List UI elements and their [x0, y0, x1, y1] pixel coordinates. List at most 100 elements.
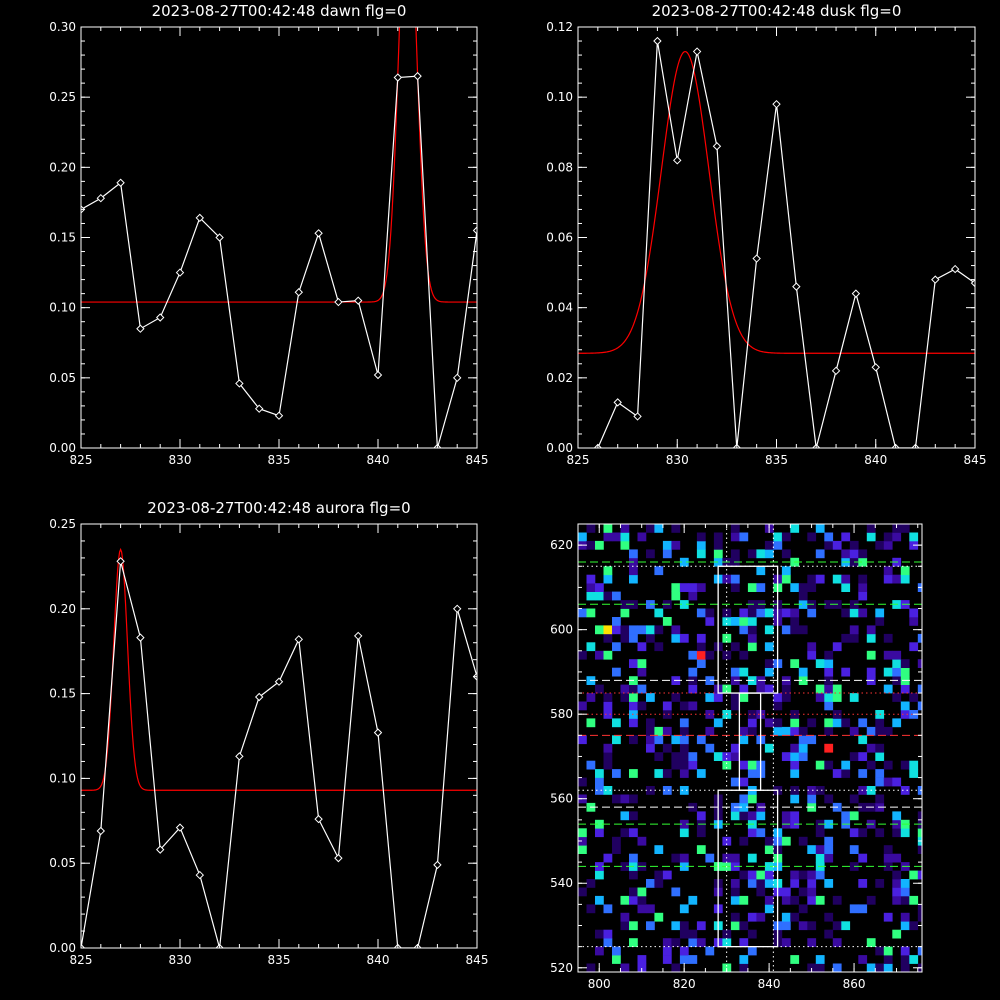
heatmap-cell	[629, 549, 638, 559]
y-tick-label: 0.05	[49, 371, 76, 385]
heatmap-cell	[807, 921, 817, 931]
heatmap-cell	[790, 583, 800, 592]
heatmap-cell	[900, 786, 910, 795]
heatmap-cell	[858, 718, 868, 728]
heatmap-cell	[790, 760, 800, 770]
heatmap-cell	[883, 963, 893, 972]
x-tick-label: 860	[843, 977, 866, 991]
y-tick-label: 0.00	[49, 441, 76, 455]
heatmap-cell	[909, 693, 919, 702]
emission-heatmap: 800 820 840 860 520 540 560 580 600 620	[550, 523, 923, 991]
data-point	[195, 870, 205, 880]
heatmap-cell	[654, 879, 664, 888]
heatmap-cell	[671, 583, 681, 592]
heatmap-cell	[620, 524, 630, 533]
heatmap-cell	[875, 879, 885, 888]
heatmap-cell	[637, 887, 647, 897]
heatmap-cell	[883, 845, 893, 854]
y-tick-label: 0.12	[546, 20, 573, 34]
heatmap-cell	[824, 794, 834, 804]
heatmap-cell	[578, 608, 587, 618]
heatmap-cell	[612, 532, 621, 542]
y-tick-label: 560	[550, 792, 573, 806]
heatmap-cell	[815, 760, 825, 770]
heatmap-cell	[798, 726, 808, 736]
heatmap-cell	[824, 650, 834, 660]
heatmap-cell	[603, 938, 613, 947]
heatmap-cell	[781, 938, 791, 947]
heatmap-cell	[824, 879, 834, 888]
heatmap-cell	[849, 625, 859, 635]
heatmap-cell	[671, 625, 681, 635]
heatmap-cell	[815, 845, 825, 854]
heatmap-cell	[603, 625, 613, 635]
heatmap-cell	[781, 726, 791, 736]
heatmap-cell	[586, 963, 596, 972]
heatmap-cell	[858, 879, 868, 888]
heatmap-cell	[781, 549, 791, 559]
heatmap-cell	[900, 684, 910, 694]
heatmap-cell	[815, 574, 825, 584]
plot-title: 2023-08-27T00:42:48 dawn flg=0	[152, 2, 407, 20]
heatmap-cell	[730, 574, 740, 584]
heatmap-cell	[747, 879, 757, 888]
heatmap-cell	[578, 887, 587, 897]
plot-area	[81, 27, 477, 448]
heatmap-cell	[662, 549, 672, 559]
heatmap-cell	[875, 963, 885, 972]
data-point	[235, 752, 244, 761]
heatmap-cell	[696, 845, 706, 854]
heatmap-cell	[679, 760, 689, 770]
heatmap-cell	[629, 811, 638, 821]
heatmap-cell	[629, 566, 638, 576]
heatmap-cell	[739, 760, 749, 770]
heatmap-cell	[807, 642, 817, 652]
heatmap-cell	[892, 879, 902, 888]
heatmap-cell	[629, 921, 638, 931]
y-tick-label: 0.25	[49, 517, 76, 531]
heatmap-cell	[841, 667, 851, 677]
x-tick-label: 800	[588, 977, 611, 991]
axis-ticks	[80, 523, 478, 949]
heatmap-cell	[696, 608, 706, 618]
heatmap-cell	[781, 566, 791, 576]
heatmap-cell	[866, 625, 876, 635]
heatmap-cell	[595, 583, 604, 592]
heatmap-cell	[713, 549, 723, 559]
heatmap-cell	[595, 870, 604, 880]
y-tick-label: 0.02	[546, 371, 573, 385]
heatmap-cell	[629, 659, 638, 668]
heatmap-cell	[900, 566, 910, 576]
heatmap-cell	[883, 862, 893, 871]
heatmap-cell	[892, 929, 902, 939]
heatmap-cell	[807, 845, 817, 854]
data-point	[81, 943, 86, 948]
heatmap-cell	[832, 769, 842, 778]
heatmap-cell	[790, 870, 800, 880]
heatmap-cell	[696, 633, 706, 643]
heatmap-cell	[756, 887, 766, 897]
heatmap-cell	[696, 828, 706, 838]
heatmap-cell	[900, 710, 910, 719]
heatmap-cells	[578, 524, 922, 972]
heatmap-cell	[900, 955, 910, 964]
y-tick-label: 0.10	[49, 301, 76, 315]
heatmap-cell	[824, 718, 834, 728]
heatmap-cell	[612, 642, 621, 652]
heatmap-cell	[764, 845, 774, 854]
heatmap-cell	[646, 743, 655, 753]
axis-ticks	[577, 26, 976, 449]
data-point	[353, 296, 363, 305]
heatmap-cell	[909, 532, 919, 542]
heatmap-cell	[747, 811, 757, 821]
heatmap-cell	[739, 532, 749, 542]
heatmap-cell	[883, 853, 893, 863]
heatmap-cell	[900, 828, 910, 838]
data-point	[116, 557, 125, 566]
heatmap-cell	[798, 625, 808, 635]
heatmap-cell	[730, 701, 740, 711]
heatmap-cell	[858, 583, 868, 592]
heatmap-cell	[713, 693, 723, 702]
heatmap-cell	[679, 946, 689, 956]
